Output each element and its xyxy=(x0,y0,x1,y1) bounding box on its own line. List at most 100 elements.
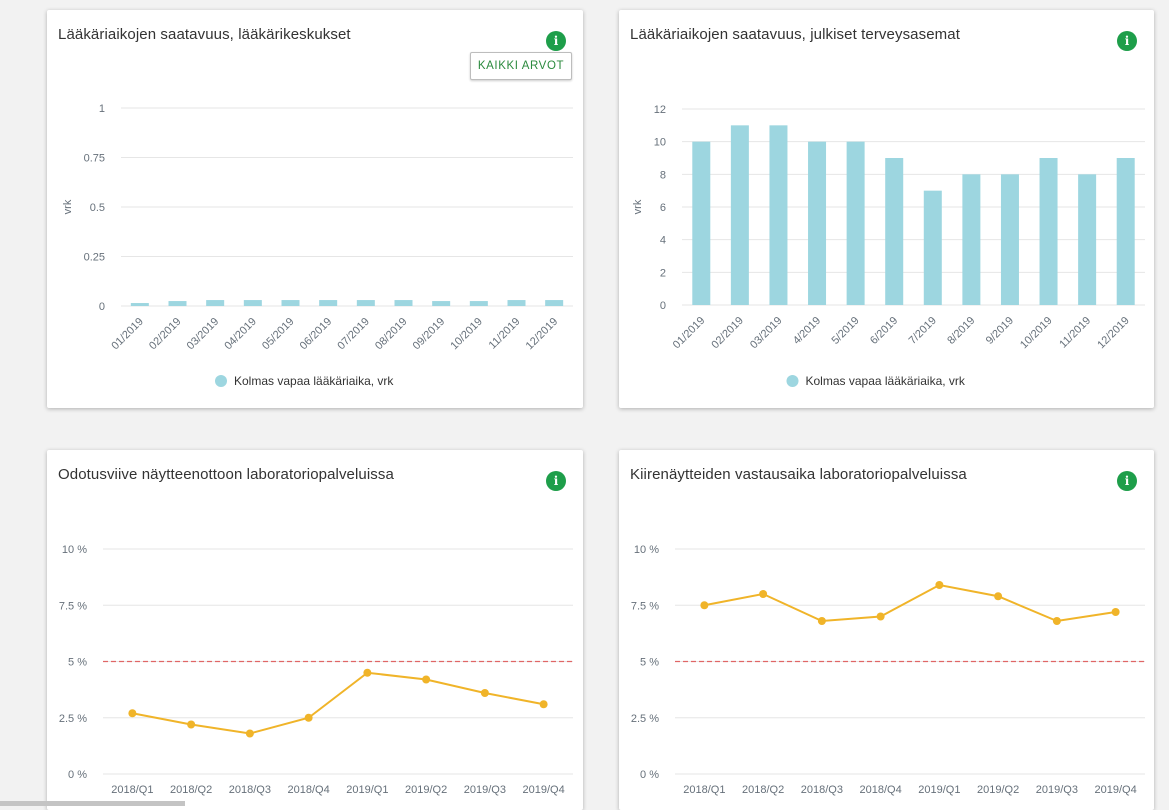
card-title: Odotusviive näytteenottoon laboratoriopa… xyxy=(58,466,394,483)
bar xyxy=(1039,158,1058,305)
y-tick-label: 0 % xyxy=(640,769,659,781)
x-tick-label: 02/2019 xyxy=(147,316,184,353)
all-values-button[interactable]: KAIKKI ARVOT xyxy=(470,52,572,80)
x-tick-label: 2019/Q2 xyxy=(977,784,1019,796)
info-icon[interactable]: i xyxy=(546,471,566,491)
x-tick-label: 2018/Q3 xyxy=(801,784,843,796)
data-point xyxy=(1052,617,1061,625)
data-point xyxy=(187,720,196,729)
card-doctor-availability-centers: Lääkäriaikojen saatavuus, lääkärikeskuks… xyxy=(47,10,583,408)
x-tick-label: 12/2019 xyxy=(1095,315,1132,352)
x-tick-label: 5/2019 xyxy=(829,315,861,347)
x-tick-label: 4/2019 xyxy=(791,315,823,347)
y-tick-label: 8 xyxy=(660,169,666,181)
bar xyxy=(432,301,451,306)
bar xyxy=(281,300,300,306)
card-doctor-availability-public: Lääkäriaikojen saatavuus, julkiset terve… xyxy=(619,10,1154,408)
data-point xyxy=(876,612,885,621)
x-tick-label: 8/2019 xyxy=(945,315,977,347)
bar xyxy=(846,141,865,305)
x-tick-label: 11/2019 xyxy=(487,316,523,352)
info-icon[interactable]: i xyxy=(1117,471,1137,491)
y-tick-label: 6 xyxy=(660,202,666,214)
y-tick-label: 0.75 xyxy=(84,153,105,165)
x-tick-label: 03/2019 xyxy=(748,315,785,352)
x-tick-label: 2019/Q4 xyxy=(1095,784,1137,796)
y-tick-label: 10 % xyxy=(634,544,659,556)
bar xyxy=(206,300,225,306)
bar xyxy=(507,300,526,306)
x-tick-label: 2018/Q4 xyxy=(860,784,902,796)
x-tick-label: 2018/Q1 xyxy=(683,784,725,796)
y-tick-label: 12 xyxy=(654,104,666,116)
bar xyxy=(962,174,981,305)
data-point xyxy=(935,581,944,589)
bar xyxy=(885,158,904,305)
y-tick-label: 5 % xyxy=(640,657,659,669)
y-tick-label: 2.5 % xyxy=(631,713,659,725)
data-point xyxy=(817,617,826,625)
x-tick-label: 2019/Q3 xyxy=(1036,784,1078,796)
bar xyxy=(808,141,827,305)
data-point xyxy=(759,590,768,598)
card-lab-sampling-delay: Odotusviive näytteenottoon laboratoriopa… xyxy=(47,450,583,810)
bar xyxy=(545,300,564,306)
bar xyxy=(469,301,488,306)
y-tick-label: 10 xyxy=(654,137,666,149)
card-urgent-sample-response: Kiirenäytteiden vastausaika laboratoriop… xyxy=(619,450,1154,810)
x-tick-label: 2019/Q1 xyxy=(918,784,960,796)
info-icon[interactable]: i xyxy=(1117,31,1137,51)
y-axis-label: vrk xyxy=(632,199,644,214)
x-tick-label: 2019/Q4 xyxy=(523,784,565,796)
data-point xyxy=(363,668,372,677)
x-tick-label: 11/2019 xyxy=(1057,315,1093,351)
x-tick-label: 01/2019 xyxy=(109,316,146,353)
x-tick-label: 6/2019 xyxy=(868,315,900,347)
bar xyxy=(692,141,711,305)
bar xyxy=(730,125,749,305)
bar xyxy=(319,300,338,306)
y-tick-label: 7.5 % xyxy=(631,600,659,612)
bar xyxy=(394,300,413,306)
x-tick-label: 2018/Q1 xyxy=(111,784,153,796)
y-tick-label: 2 xyxy=(660,267,666,279)
series-line xyxy=(704,583,1116,623)
data-point xyxy=(1111,608,1120,616)
x-tick-label: 2019/Q1 xyxy=(346,784,388,796)
x-tick-label: 2018/Q4 xyxy=(288,784,330,796)
x-tick-label: 02/2019 xyxy=(709,315,746,352)
line-chart-urgent-sample-response: 0 % 2.5 % 5 % 7.5 % 10 % 2018/Q1 2018/Q2 2018/Q… xyxy=(631,544,1145,796)
bar xyxy=(130,303,149,306)
x-tick-label: 2018/Q3 xyxy=(229,784,271,796)
series-line xyxy=(132,671,544,735)
y-tick-label: 7.5 % xyxy=(59,600,87,612)
y-axis-label: vrk xyxy=(62,199,74,214)
x-tick-label: 06/2019 xyxy=(298,316,335,353)
y-tick-label: 0.25 xyxy=(84,252,105,264)
data-point xyxy=(700,601,709,610)
bar-chart-doctor-availability-public: 0 2 4 6 8 10 12 vrk 01/2019 02/2019 03/2019 4/2019 5… xyxy=(632,104,1145,388)
bar xyxy=(243,300,262,306)
x-tick-label: 07/2019 xyxy=(335,316,372,353)
card-title: Lääkäriaikojen saatavuus, lääkärikeskuks… xyxy=(58,26,351,43)
y-tick-label: 2.5 % xyxy=(59,713,87,725)
y-tick-label: 0 xyxy=(99,301,105,313)
data-point xyxy=(128,709,137,718)
x-tick-label: 7/2019 xyxy=(907,315,939,347)
x-tick-label: 2018/Q2 xyxy=(742,784,784,796)
legend-label: Kolmas vapaa lääkäriaika, vrk xyxy=(806,374,966,388)
x-tick-label: 04/2019 xyxy=(222,316,259,353)
legend-label: Kolmas vapaa lääkäriaika, vrk xyxy=(234,374,394,388)
x-tick-label: 9/2019 xyxy=(984,315,1016,347)
bar xyxy=(769,125,788,305)
horizontal-scrollbar[interactable] xyxy=(0,801,185,806)
bar xyxy=(1116,158,1135,305)
y-tick-label: 5 % xyxy=(68,657,87,669)
x-tick-label: 01/2019 xyxy=(671,315,708,352)
bar xyxy=(1000,174,1019,305)
info-icon[interactable]: i xyxy=(546,31,566,51)
card-title: Lääkäriaikojen saatavuus, julkiset terve… xyxy=(630,26,960,43)
x-tick-label: 12/2019 xyxy=(524,316,561,353)
x-tick-label: 10/2019 xyxy=(448,316,485,353)
x-tick-label: 2019/Q3 xyxy=(464,784,506,796)
